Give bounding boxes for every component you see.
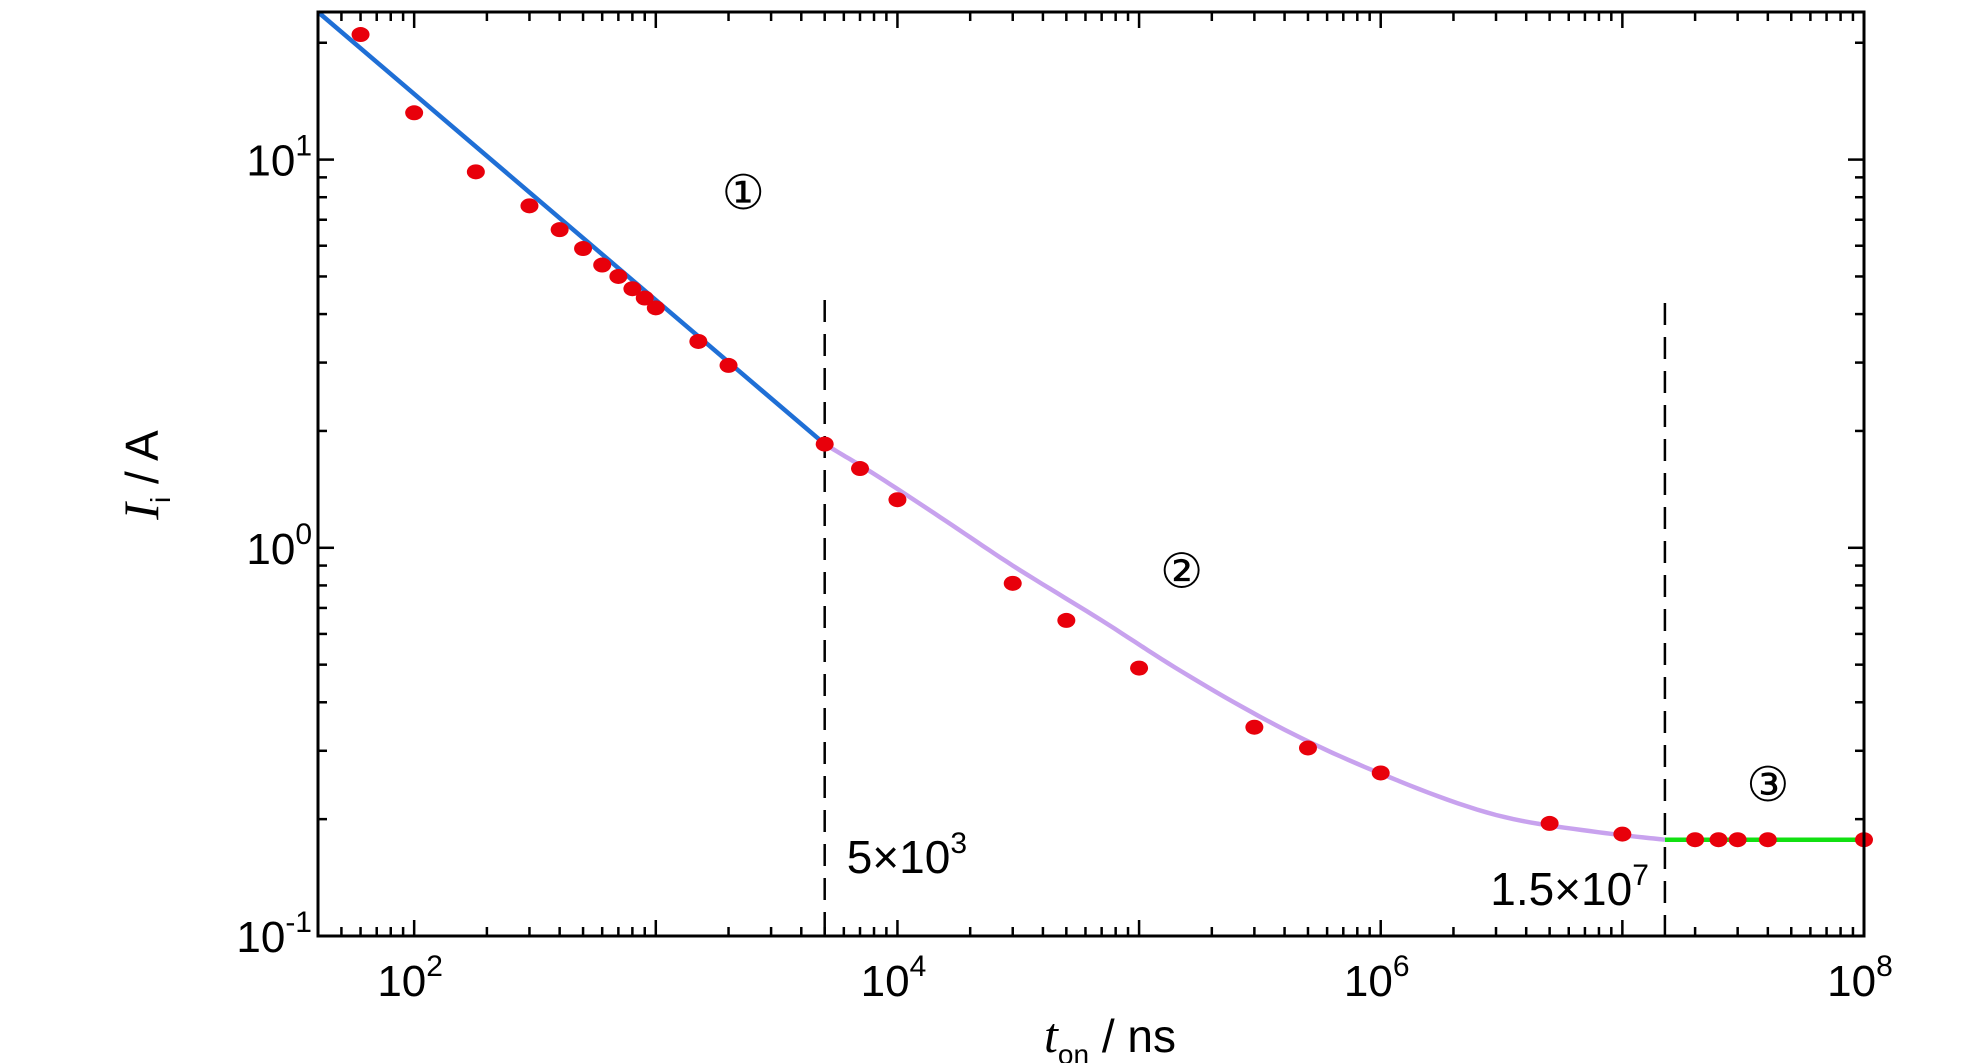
data-point <box>405 105 424 121</box>
y-axis-title: Ii / A <box>113 430 176 521</box>
tick-layer <box>316 12 1866 938</box>
region-label-2: ② <box>1160 543 1203 599</box>
data-point <box>1540 815 1559 831</box>
data-point <box>635 290 654 306</box>
data-point <box>1686 832 1705 848</box>
data-point <box>1758 832 1777 848</box>
series-line-2 <box>823 442 1666 842</box>
data-point <box>719 357 738 373</box>
y-tick-label: 100 <box>246 518 312 574</box>
data-point <box>574 241 593 257</box>
data-point <box>1728 832 1747 848</box>
data-point <box>815 436 834 452</box>
x-tick-label: 108 <box>1827 950 1893 1006</box>
data-point <box>1709 832 1728 848</box>
data-point <box>1298 740 1317 756</box>
data-point <box>593 257 612 273</box>
series-line-1 <box>316 10 827 446</box>
y-tick-label: 10-1 <box>236 906 312 962</box>
data-point <box>888 492 907 508</box>
series-layer <box>316 10 1864 842</box>
data-point <box>623 281 642 297</box>
x-tick-label: 102 <box>377 950 443 1006</box>
region-label-1: ① <box>722 165 765 221</box>
x-axis-title: ton / ns <box>1044 1007 1176 1063</box>
points-layer <box>351 27 1873 848</box>
data-point <box>520 198 539 214</box>
data-point <box>1057 612 1076 628</box>
threshold-label-2: 1.5×107 <box>1490 859 1649 915</box>
data-point <box>351 27 370 43</box>
data-point <box>851 461 870 477</box>
data-point <box>609 268 628 284</box>
data-point <box>1003 575 1022 591</box>
x-tick-label: 104 <box>861 950 927 1006</box>
data-point <box>689 333 708 349</box>
data-point <box>1371 765 1390 781</box>
data-point <box>550 222 569 238</box>
plot-frame <box>316 10 1866 938</box>
data-point <box>466 164 485 180</box>
data-point <box>1613 826 1632 842</box>
x-tick-label: 106 <box>1344 950 1410 1006</box>
y-tick-label: 101 <box>246 130 312 186</box>
threshold-label-1: 5×103 <box>847 827 967 883</box>
region-label-3: ③ <box>1746 757 1789 813</box>
label-layer: 5×103 1.5×107 102 104 106 108 10-1 100 101 ton / … <box>113 130 1893 1063</box>
data-point <box>1130 660 1149 676</box>
data-point <box>646 300 665 316</box>
data-point <box>1245 719 1264 735</box>
vline-layer <box>823 300 1667 936</box>
